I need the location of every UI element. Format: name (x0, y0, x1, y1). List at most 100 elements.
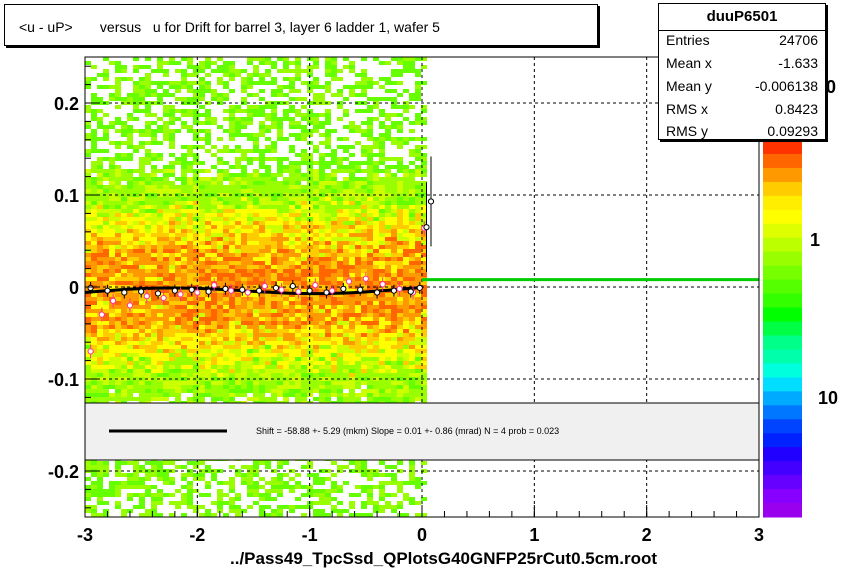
heatmap-cell (259, 389, 265, 393)
heatmap-cell (409, 201, 415, 205)
heatmap-cell (313, 177, 319, 181)
heatmap-cell (97, 233, 103, 237)
heatmap-cell (175, 397, 181, 401)
heatmap-cell (397, 365, 403, 369)
heatmap-cell (253, 257, 259, 261)
heatmap-cell (247, 365, 253, 369)
heatmap-cell (223, 341, 229, 345)
heatmap-cell (139, 297, 145, 301)
heatmap-cell (181, 369, 187, 373)
heatmap-cell (85, 189, 91, 193)
heatmap-cell (313, 229, 319, 233)
heatmap-cell (379, 461, 385, 465)
heatmap-cell (367, 369, 373, 373)
heatmap-cell (217, 205, 223, 209)
heatmap-cell (325, 353, 331, 357)
heatmap-cell (361, 93, 367, 97)
heatmap-cell (283, 189, 289, 193)
heatmap-cell (277, 481, 283, 485)
heatmap-cell (247, 305, 253, 309)
heatmap-cell (361, 261, 367, 265)
heatmap-cell (133, 473, 139, 477)
heatmap-cell (265, 201, 271, 205)
heatmap-cell (379, 125, 385, 129)
heatmap-cell (313, 473, 319, 477)
heatmap-cell (349, 277, 355, 281)
heatmap-cell (325, 205, 331, 209)
heatmap-cell (121, 65, 127, 69)
heatmap-cell (289, 185, 295, 189)
heatmap-cell (247, 269, 253, 273)
heatmap-cell (343, 277, 349, 281)
heatmap-cell (199, 105, 205, 109)
heatmap-cell (181, 353, 187, 357)
heatmap-cell (277, 261, 283, 265)
heatmap-cell (367, 261, 373, 265)
heatmap-cell (97, 125, 103, 129)
heatmap-cell (265, 257, 271, 261)
heatmap-cell (217, 217, 223, 221)
heatmap-cell (289, 145, 295, 149)
heatmap-cell (211, 121, 217, 125)
heatmap-cell (85, 233, 91, 237)
heatmap-cell (337, 341, 343, 345)
heatmap-cell (181, 165, 187, 169)
heatmap-cell (259, 345, 265, 349)
heatmap-cell (151, 133, 157, 137)
heatmap-cell (187, 181, 193, 185)
heatmap-cell (211, 153, 217, 157)
heatmap-cell (157, 337, 163, 341)
heatmap-cell (163, 121, 169, 125)
heatmap-cell (331, 385, 337, 389)
heatmap-cell (217, 365, 223, 369)
heatmap-cell (265, 253, 271, 257)
heatmap-cell (217, 321, 223, 325)
heatmap-cell (343, 269, 349, 273)
heatmap-cell (361, 305, 367, 309)
heatmap-cell (397, 129, 403, 133)
heatmap-cell (367, 153, 373, 157)
heatmap-cell (109, 173, 115, 177)
heatmap-cell (103, 185, 109, 189)
heatmap-cell (127, 393, 133, 397)
heatmap-cell (283, 169, 289, 173)
heatmap-cell (85, 213, 91, 217)
heatmap-cell (151, 229, 157, 233)
heatmap-cell (379, 185, 385, 189)
heatmap-cell (115, 173, 121, 177)
heatmap-cell (415, 117, 421, 121)
heatmap-cell (91, 317, 97, 321)
heatmap-cell (409, 297, 415, 301)
heatmap-cell (223, 261, 229, 265)
heatmap-cell (253, 253, 259, 257)
heatmap-cell (361, 461, 367, 465)
heatmap-cell (205, 369, 211, 373)
heatmap-cell (313, 233, 319, 237)
heatmap-cell (133, 85, 139, 89)
heatmap-cell (343, 265, 349, 269)
heatmap-cell (199, 241, 205, 245)
heatmap-cell (367, 373, 373, 377)
heatmap-cell (421, 357, 427, 361)
heatmap-cell (331, 233, 337, 237)
heatmap-cell (385, 397, 391, 401)
heatmap-cell (127, 185, 133, 189)
heatmap-cell (385, 341, 391, 345)
heatmap-cell (409, 341, 415, 345)
heatmap-cell (115, 121, 121, 125)
heatmap-cell (169, 501, 175, 505)
heatmap-cell (217, 161, 223, 165)
heatmap-cell (217, 157, 223, 161)
heatmap-cell (121, 277, 127, 281)
heatmap-cell (91, 233, 97, 237)
heatmap-cell (229, 501, 235, 505)
heatmap-cell (289, 329, 295, 333)
heatmap-cell (349, 389, 355, 393)
heatmap-cell (391, 473, 397, 477)
heatmap-cell (187, 473, 193, 477)
heatmap-cell (319, 249, 325, 253)
heatmap-cell (307, 161, 313, 165)
heatmap-cell (319, 277, 325, 281)
heatmap-cell (241, 385, 247, 389)
